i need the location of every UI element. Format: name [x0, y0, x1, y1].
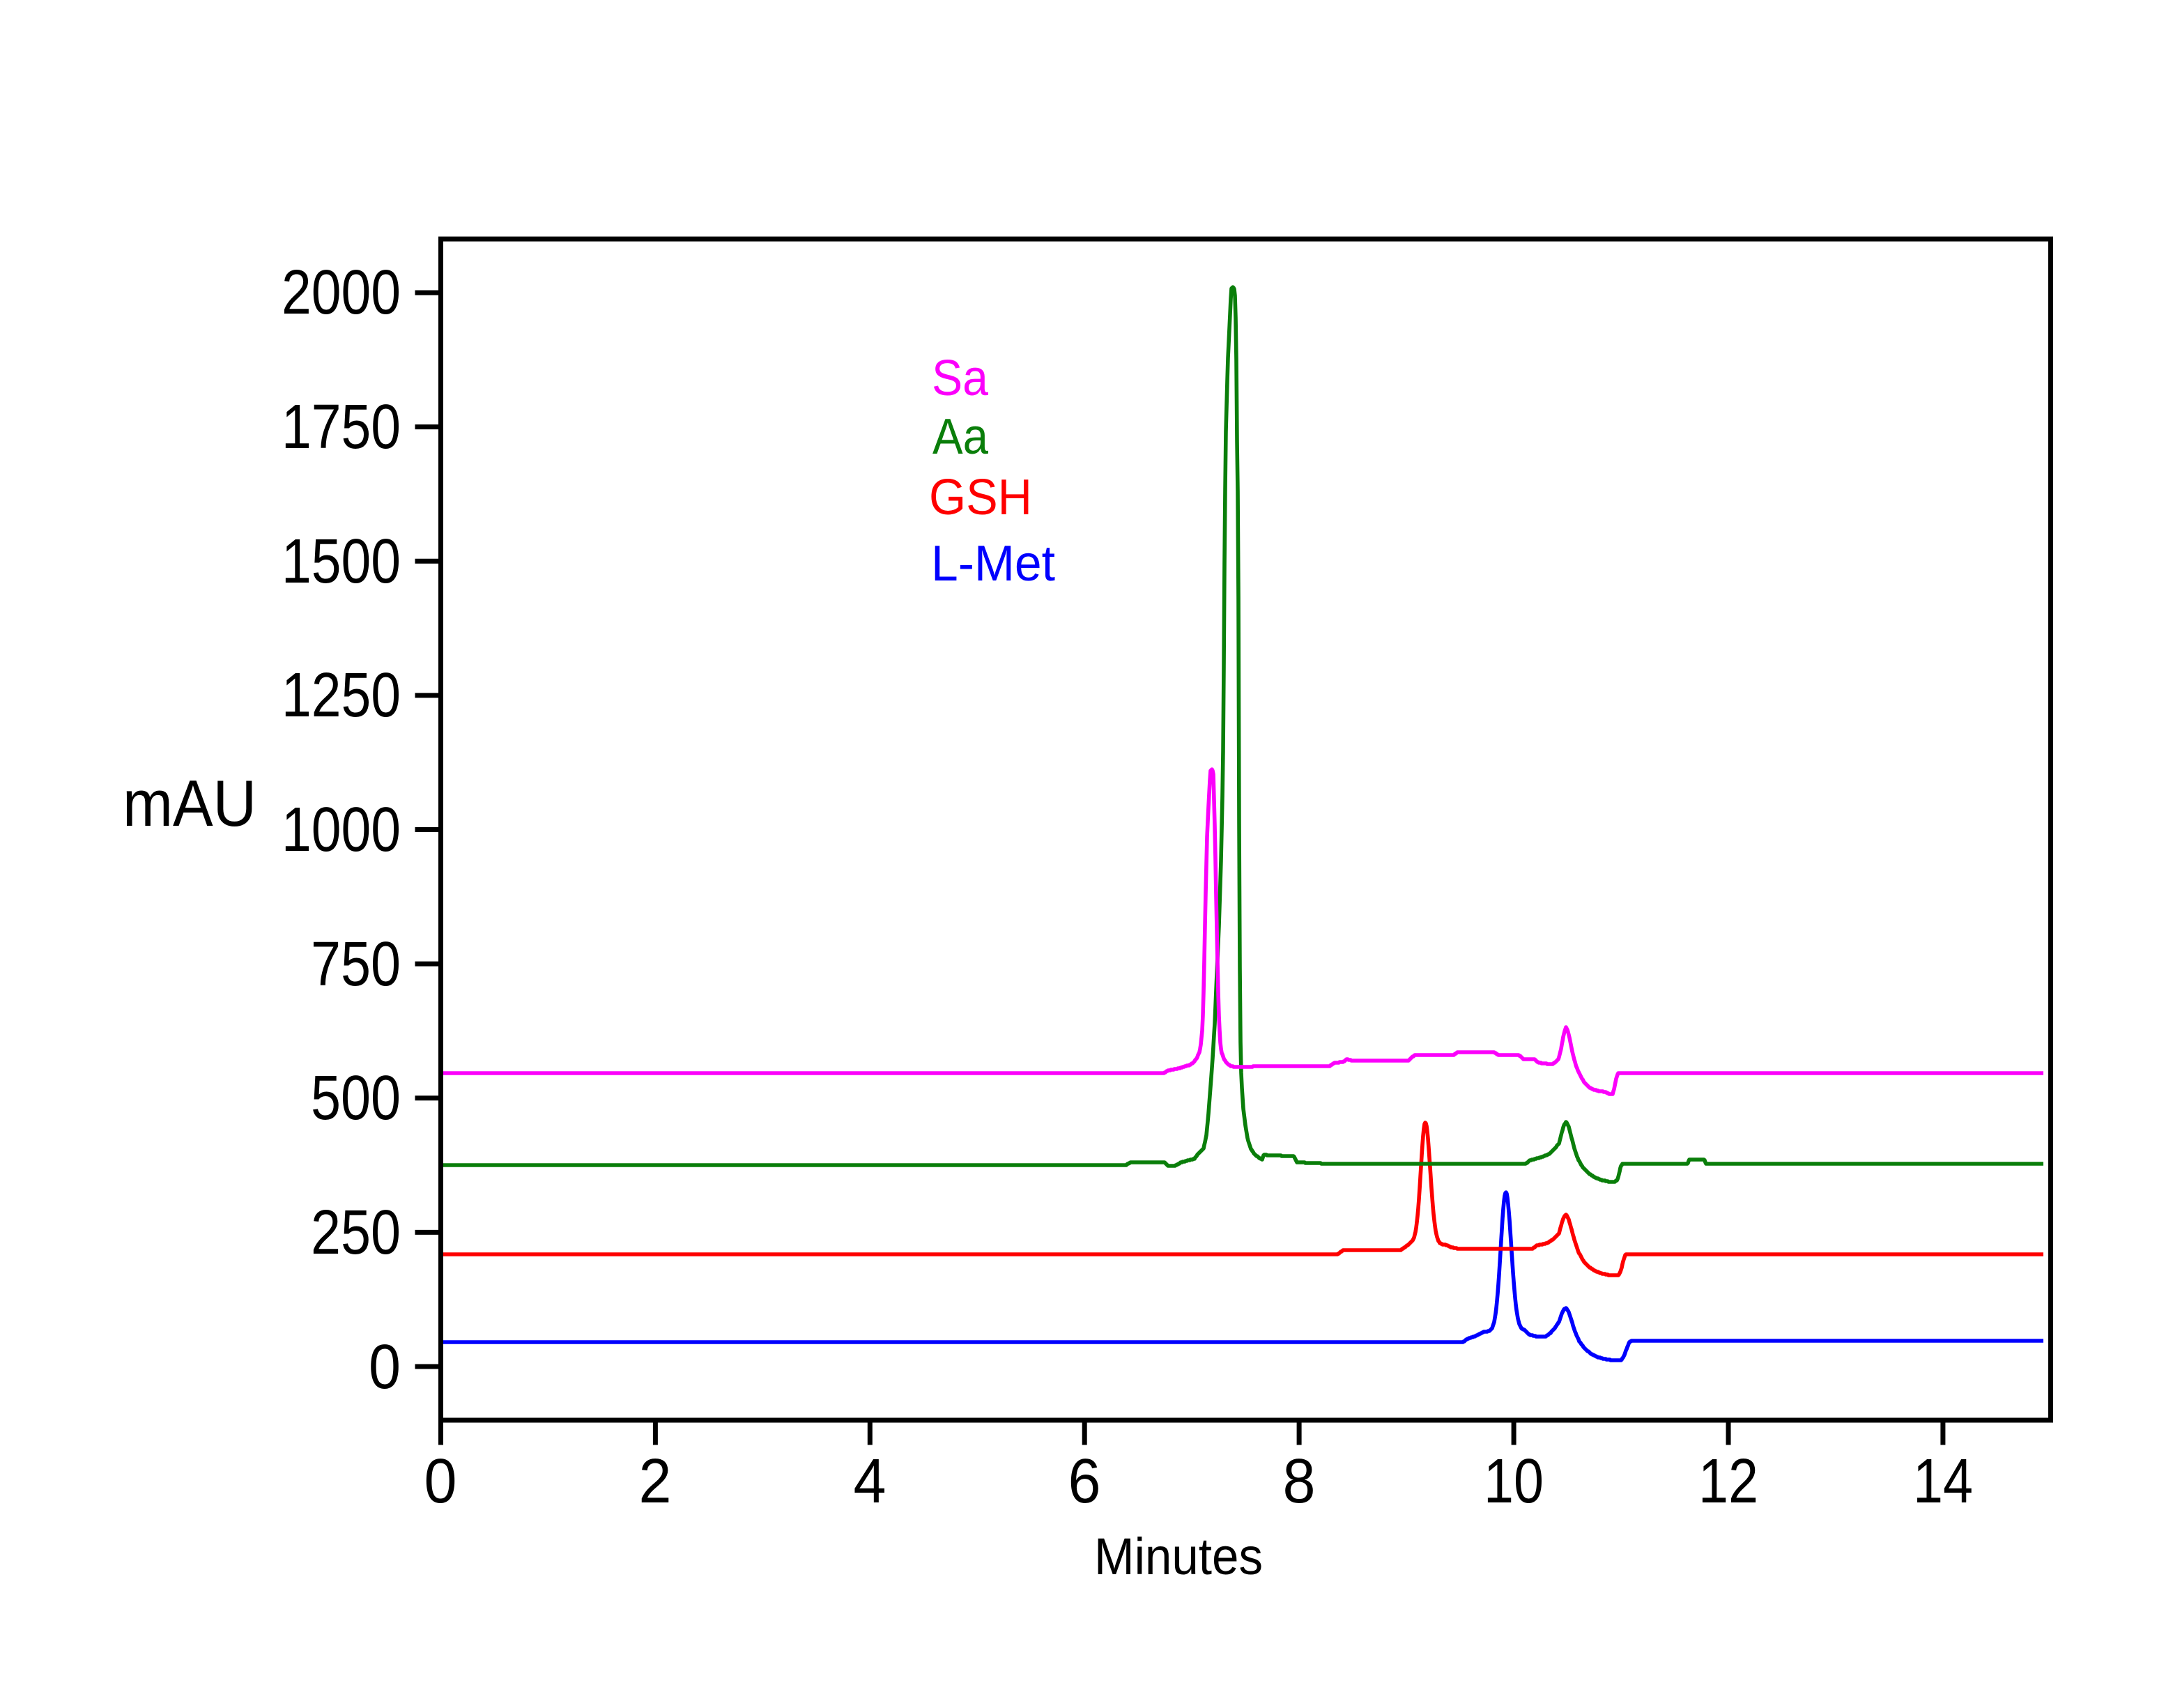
svg-text:10: 10: [1484, 1447, 1544, 1516]
svg-text:12: 12: [1698, 1447, 1758, 1516]
svg-text:1000: 1000: [282, 795, 401, 865]
svg-text:1750: 1750: [282, 392, 401, 462]
svg-text:0: 0: [369, 1332, 401, 1402]
svg-text:1500: 1500: [282, 527, 401, 597]
svg-text:1250: 1250: [282, 661, 401, 730]
svg-text:4: 4: [854, 1447, 886, 1516]
svg-text:Aa: Aa: [932, 409, 989, 465]
svg-text:2000: 2000: [282, 258, 401, 328]
svg-text:0: 0: [424, 1447, 457, 1516]
svg-text:Minutes: Minutes: [1094, 1528, 1263, 1585]
svg-text:L-Met: L-Met: [931, 536, 1055, 592]
svg-text:2: 2: [639, 1447, 672, 1516]
svg-text:250: 250: [311, 1198, 401, 1268]
svg-text:500: 500: [311, 1063, 401, 1133]
svg-text:GSH: GSH: [929, 470, 1032, 525]
svg-text:14: 14: [1913, 1447, 1973, 1516]
svg-text:750: 750: [311, 930, 401, 999]
svg-text:6: 6: [1068, 1447, 1101, 1516]
svg-text:8: 8: [1283, 1447, 1316, 1516]
svg-text:Sa: Sa: [932, 351, 989, 406]
svg-text:mAU: mAU: [123, 767, 256, 840]
